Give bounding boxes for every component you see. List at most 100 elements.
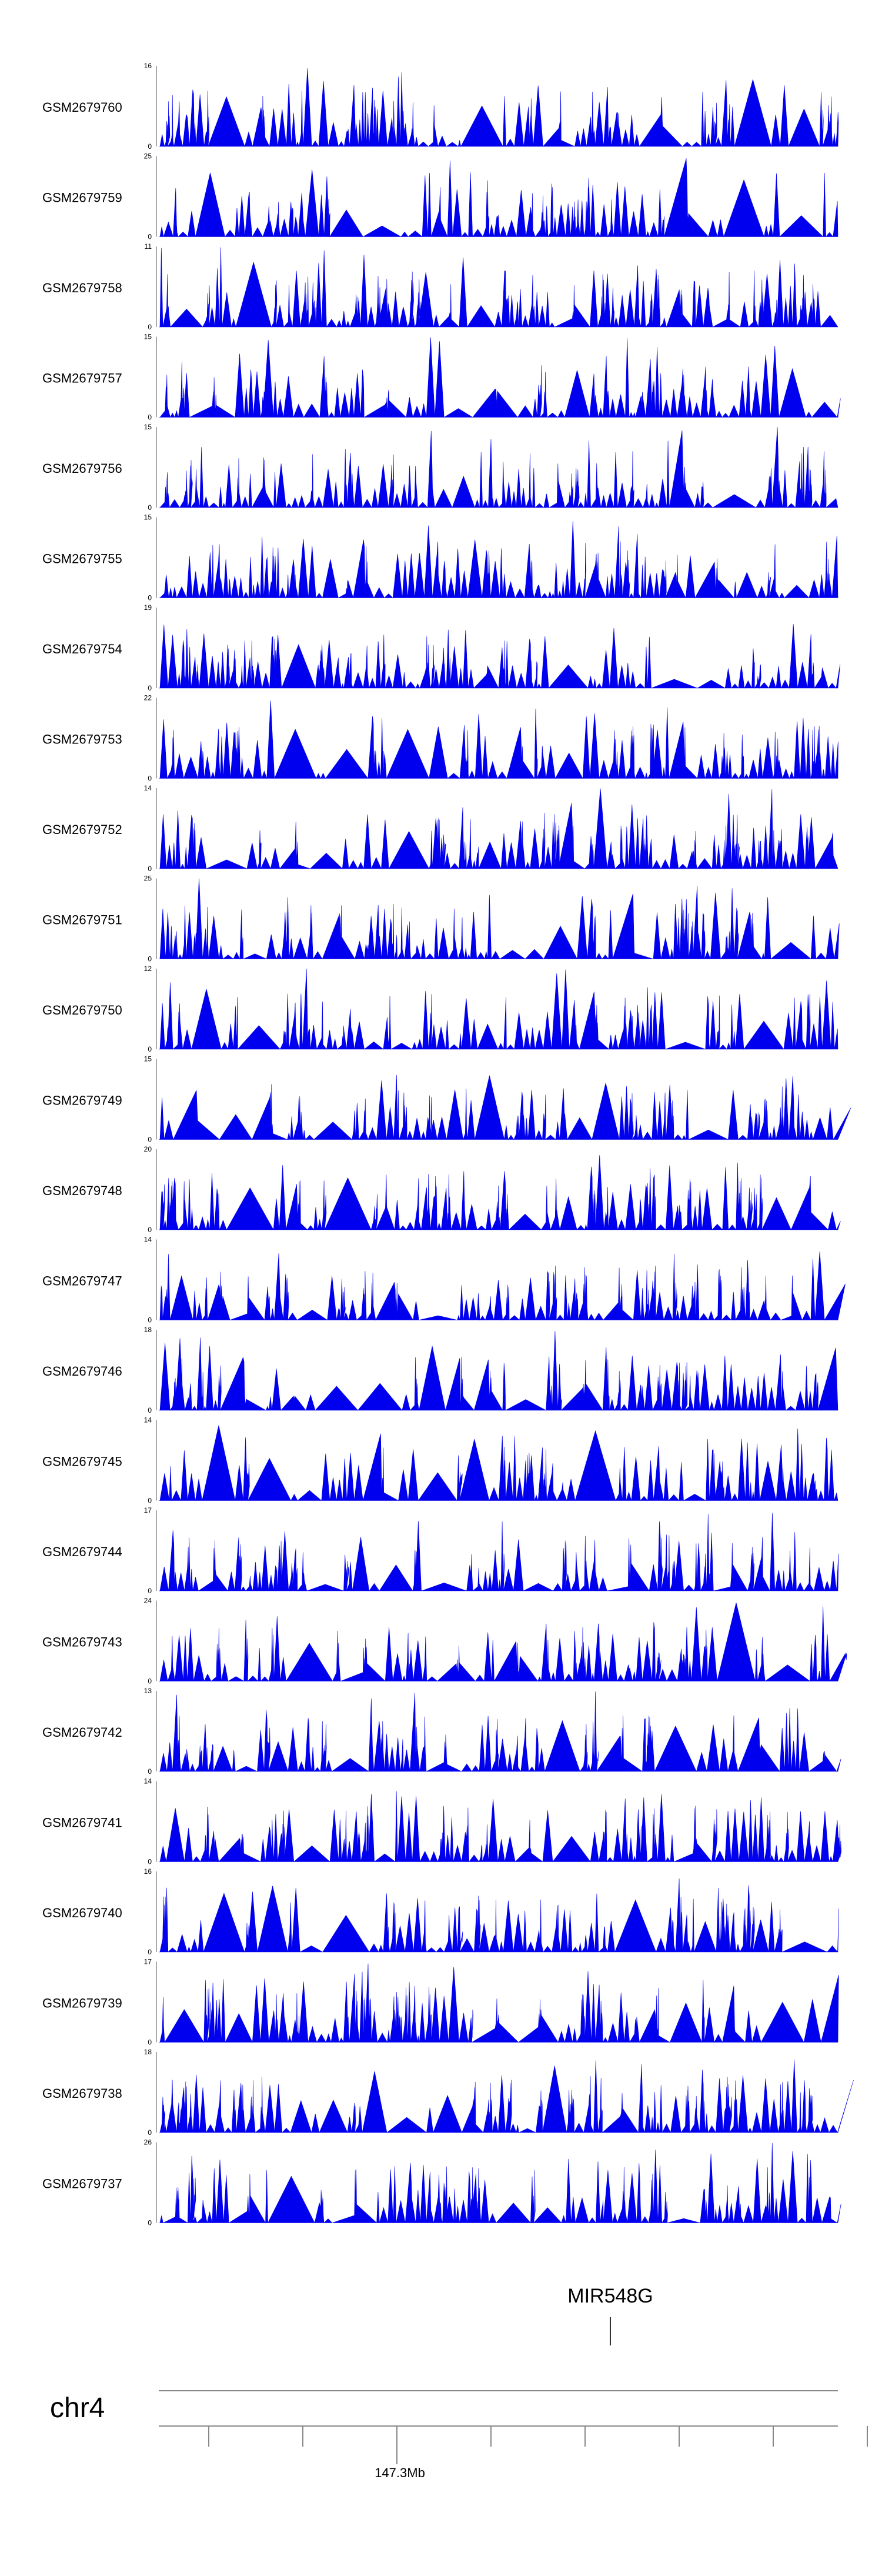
track-label: GSM2679738 [42, 2086, 122, 2101]
track-GSM2679737: GSM2679737 26 0 [42, 2138, 841, 2227]
chromosome-axis: chr4 147.3Mb [50, 2390, 868, 2480]
y-min-label: 0 [148, 323, 152, 331]
y-min-label: 0 [148, 2128, 152, 2137]
track-GSM2679750: GSM2679750 12 0 [42, 965, 838, 1053]
signal-area [159, 1791, 842, 1863]
track-label: GSM2679746 [42, 1364, 122, 1379]
y-min-label: 0 [148, 1497, 152, 1505]
track-label: GSM2679737 [42, 2177, 122, 2191]
y-max-label: 26 [144, 2138, 152, 2147]
track-GSM2679753: GSM2679753 22 0 [42, 694, 838, 783]
track-GSM2679748: GSM2679748 20 0 [42, 1145, 841, 1234]
gene-track: MIR548G [567, 2285, 653, 2345]
y-min-label: 0 [148, 142, 152, 151]
y-max-label: 14 [144, 1416, 152, 1424]
track-label: GSM2679751 [42, 913, 122, 927]
track-GSM2679738: GSM2679738 18 0 [42, 2048, 854, 2137]
y-max-label: 14 [144, 784, 152, 792]
y-min-label: 0 [148, 955, 152, 963]
track-GSM2679759: GSM2679759 25 0 [42, 152, 838, 241]
track-GSM2679752: GSM2679752 14 0 [42, 784, 838, 873]
y-min-label: 0 [148, 1587, 152, 1595]
y-max-label: 24 [144, 1597, 152, 1605]
track-GSM2679749: GSM2679749 15 0 [42, 1055, 851, 1144]
track-label: GSM2679742 [42, 1725, 122, 1740]
y-min-label: 0 [148, 775, 152, 783]
signal-area [159, 1251, 846, 1321]
y-min-label: 0 [148, 865, 152, 873]
y-max-label: 18 [144, 1326, 152, 1334]
track-GSM2679742: GSM2679742 13 0 [42, 1687, 841, 1776]
track-label: GSM2679749 [42, 1093, 122, 1108]
y-min-label: 0 [148, 684, 152, 692]
track-label: GSM2679743 [42, 1635, 122, 1650]
signal-area [159, 427, 838, 509]
y-min-label: 0 [148, 1677, 152, 1686]
y-max-label: 15 [144, 333, 152, 341]
track-GSM2679743: GSM2679743 24 0 [42, 1597, 847, 1686]
track-GSM2679746: GSM2679746 18 0 [42, 1326, 838, 1414]
track-label: GSM2679740 [42, 1906, 122, 1920]
chromosome-label: chr4 [50, 2393, 105, 2424]
y-max-label: 16 [144, 1867, 152, 1876]
y-max-label: 25 [144, 875, 152, 883]
signal-area [159, 68, 839, 148]
track-label: GSM2679759 [42, 191, 122, 205]
track-GSM2679755: GSM2679755 15 0 [42, 513, 838, 602]
track-label: GSM2679754 [42, 642, 122, 656]
gene-label: MIR548G [567, 2285, 653, 2307]
signal-area [159, 1075, 851, 1140]
y-min-label: 0 [148, 1045, 152, 1053]
track-label: GSM2679752 [42, 822, 122, 837]
y-max-label: 15 [144, 423, 152, 431]
track-label: GSM2679758 [42, 281, 122, 295]
track-GSM2679739: GSM2679739 17 0 [42, 1958, 839, 2047]
signal-area [159, 788, 838, 870]
y-min-label: 0 [148, 594, 152, 602]
y-max-label: 14 [144, 1236, 152, 1244]
y-min-label: 0 [148, 413, 152, 422]
track-GSM2679740: GSM2679740 16 0 [42, 1867, 839, 1956]
track-label: GSM2679750 [42, 1003, 122, 1017]
track-GSM2679758: GSM2679758 11 0 [42, 242, 838, 331]
signal-area [159, 1963, 839, 2043]
signal-area [159, 2143, 841, 2224]
signal-area [159, 2060, 854, 2134]
y-min-label: 0 [148, 1226, 152, 1234]
y-min-label: 0 [148, 1136, 152, 1144]
signal-area [159, 1603, 847, 1682]
track-label: GSM2679757 [42, 371, 122, 386]
track-label: GSM2679756 [42, 461, 122, 476]
track-label: GSM2679744 [42, 1544, 122, 1559]
signal-area [159, 158, 838, 238]
y-min-label: 0 [148, 2219, 152, 2227]
track-GSM2679756: GSM2679756 15 0 [42, 423, 838, 512]
track-GSM2679747: GSM2679747 14 0 [42, 1236, 846, 1324]
y-max-label: 11 [145, 242, 152, 251]
signal-tracks: GSM2679760160GSM2679759250GSM2679758110G… [42, 62, 854, 2227]
axis-tick-label: 147.3Mb [375, 2465, 425, 2480]
track-label: GSM2679745 [42, 1454, 122, 1469]
y-max-label: 20 [144, 1145, 152, 1153]
y-min-label: 0 [148, 2038, 152, 2047]
y-max-label: 17 [144, 1958, 152, 1966]
signal-area [159, 337, 841, 418]
y-max-label: 18 [144, 2048, 152, 2056]
track-GSM2679757: GSM2679757 15 0 [42, 333, 841, 422]
y-max-label: 15 [144, 1055, 152, 1063]
track-GSM2679741: GSM2679741 14 0 [42, 1777, 842, 1866]
y-min-label: 0 [148, 1858, 152, 1866]
y-min-label: 0 [148, 503, 152, 512]
signal-area [159, 247, 838, 328]
axis-ticks [208, 2426, 868, 2464]
y-max-label: 22 [144, 694, 152, 702]
signal-area [159, 878, 840, 960]
track-GSM2679760: GSM2679760 16 0 [42, 62, 839, 151]
track-label: GSM2679747 [42, 1274, 122, 1289]
signal-area [159, 1155, 841, 1231]
signal-area [159, 624, 841, 689]
y-max-label: 17 [144, 1506, 152, 1514]
y-max-label: 12 [144, 965, 152, 973]
y-max-label: 14 [144, 1777, 152, 1786]
